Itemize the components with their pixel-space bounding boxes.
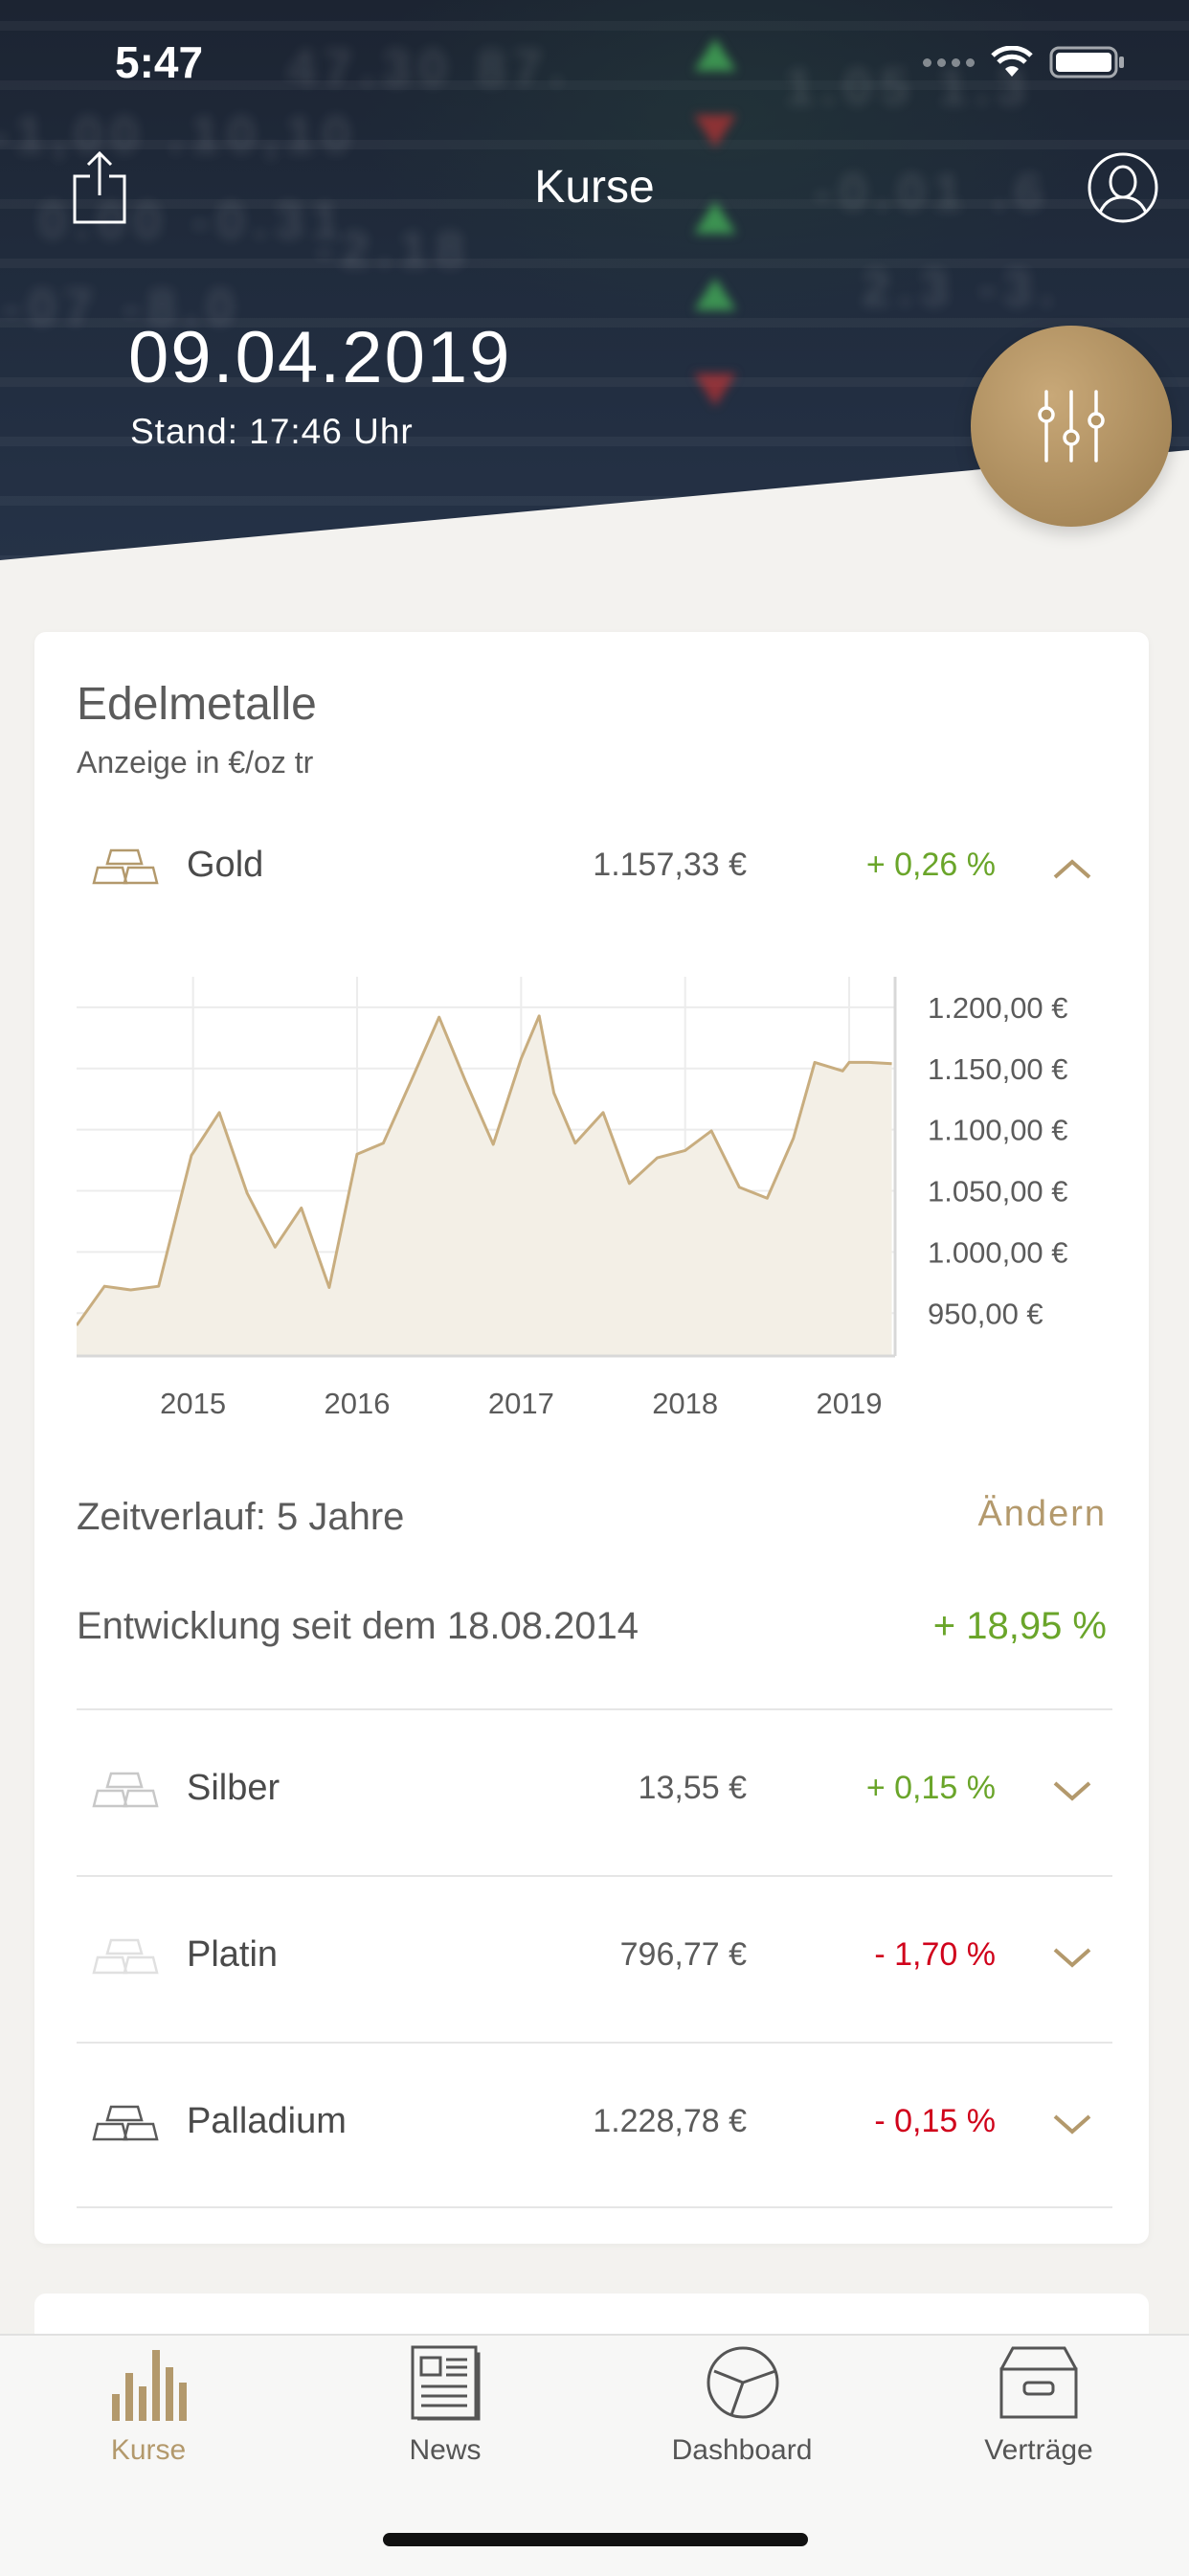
chevron-down-icon[interactable] [1051, 1946, 1093, 1971]
metal-change: - 1,70 % [874, 1936, 996, 1973]
newspaper-icon [411, 2345, 481, 2421]
range-label: Zeitverlauf: 5 Jahre [77, 1496, 405, 1538]
y-tick-label: 1.050,00 € [928, 1175, 1068, 1209]
x-tick-label: 2016 [325, 1387, 391, 1420]
sliders-icon [1038, 390, 1105, 463]
change-range-link[interactable]: Ändern [977, 1494, 1107, 1534]
battery-icon [1049, 46, 1124, 79]
metal-change: + 0,26 % [865, 847, 996, 883]
metal-row-palladium[interactable]: Palladium 1.228,78 € - 0,15 % [77, 2090, 1112, 2157]
signal-icon [923, 57, 975, 67]
metal-price: 13,55 € [638, 1770, 747, 1806]
metal-price: 796,77 € [619, 1936, 747, 1973]
palladium-bars-icon [92, 2105, 159, 2141]
metal-name: Gold [187, 845, 264, 885]
x-tick-label: 2019 [817, 1387, 883, 1420]
pie-chart-icon [707, 2346, 779, 2419]
metal-name: Palladium [187, 2101, 347, 2141]
tab-label: News [409, 2434, 482, 2466]
metal-change: - 0,15 % [874, 2103, 996, 2139]
metals-card [34, 632, 1149, 2244]
card-subtitle: Anzeige in €/oz tr [77, 745, 314, 780]
silver-bars-icon [92, 1772, 159, 1808]
metal-row-gold[interactable]: Gold 1.157,33 € + 0,26 % [77, 833, 1112, 900]
status-time: 5:47 [115, 37, 204, 87]
y-tick-label: 1.000,00 € [928, 1235, 1068, 1269]
status-icons [923, 46, 1126, 79]
since-label: Entwicklung seit dem 18.08.2014 [77, 1605, 639, 1647]
y-tick-label: 950,00 € [928, 1297, 1043, 1330]
chevron-down-icon[interactable] [1051, 1779, 1093, 1804]
y-tick-label: 1.150,00 € [928, 1052, 1068, 1086]
y-tick-label: 1.100,00 € [928, 1114, 1068, 1147]
archive-box-icon [999, 2346, 1078, 2419]
tab-label: Kurse [110, 2434, 187, 2466]
y-tick-label: 1.200,00 € [928, 991, 1068, 1025]
bar-chart-icon [112, 2350, 187, 2421]
divider [77, 1708, 1112, 1710]
wifi-icon [991, 46, 1033, 77]
profile-icon[interactable] [1087, 151, 1159, 224]
divider [77, 1875, 1112, 1877]
header-banner: -1,00 .10,10 0.00 -0.31 .-07 -8.0 47.30 … [0, 0, 1189, 560]
metal-name: Platin [187, 1934, 279, 1975]
x-tick-label: 2018 [652, 1387, 718, 1420]
series-area [77, 1015, 892, 1356]
page-title: Kurse [534, 162, 655, 213]
tab-label: Dashboard [671, 2434, 813, 2466]
x-tick-label: 2015 [160, 1387, 226, 1420]
share-icon[interactable] [71, 149, 128, 226]
card-title: Edelmetalle [77, 679, 317, 730]
home-indicator [383, 2533, 808, 2546]
divider [77, 2042, 1112, 2044]
chevron-up-icon[interactable] [1051, 856, 1093, 881]
metal-price: 1.228,78 € [593, 2103, 747, 2139]
metal-price: 1.157,33 € [593, 847, 747, 883]
gold-bars-icon [92, 848, 159, 885]
gold-price-chart: 1.200,00 € 1.150,00 € 1.100,00 € 1.050,00 €… [77, 977, 1068, 1420]
divider [77, 2206, 1112, 2208]
quote-date: 09.04.2019 [128, 317, 512, 398]
chevron-down-icon[interactable] [1051, 2113, 1093, 2137]
filter-button[interactable] [971, 326, 1172, 527]
x-tick-label: 2017 [488, 1387, 554, 1420]
metal-row-silber[interactable]: Silber 13,55 € + 0,15 % [77, 1756, 1112, 1823]
tab-label: Verträge [984, 2434, 1093, 2466]
metal-change: + 0,15 % [865, 1770, 996, 1806]
since-value: + 18,95 % [932, 1605, 1107, 1647]
metal-name: Silber [187, 1768, 280, 1808]
platinum-bars-icon [92, 1938, 159, 1975]
quote-timestamp: Stand: 17:46 Uhr [130, 412, 414, 451]
metal-row-platin[interactable]: Platin 796,77 € - 1,70 % [77, 1923, 1112, 1990]
series-line [77, 1014, 892, 1326]
